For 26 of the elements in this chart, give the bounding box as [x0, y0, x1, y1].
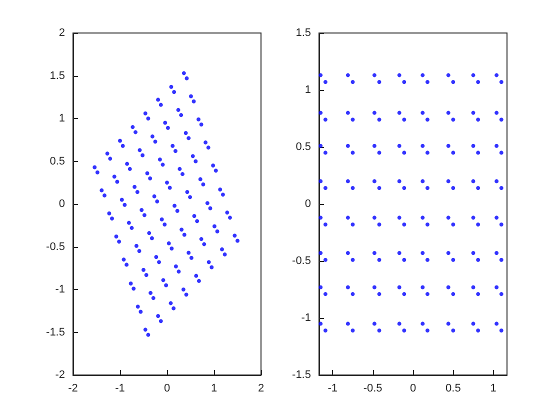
x-tick-label: -0.5: [363, 382, 382, 394]
y-tick-label: 0: [58, 198, 65, 210]
x-tick-label: -2: [68, 382, 78, 394]
y-tick-label: -0.5: [46, 240, 65, 253]
x-tick-label: 1: [210, 382, 218, 394]
x-tick-label: 0.5: [446, 382, 461, 394]
x-tick-label: 0: [410, 382, 416, 394]
y-tick-label: -1.5: [46, 326, 65, 338]
y-tick-label: 1.5: [296, 27, 311, 39]
x-tick-label: 2: [258, 382, 264, 394]
y-tick-label: 2: [58, 27, 65, 39]
y-tick-label: 0: [304, 198, 311, 210]
y-tick-label: 1: [304, 84, 311, 96]
x-tick-label: 0: [164, 382, 170, 394]
x-tick-label: -1: [328, 382, 338, 394]
y-tick-label: 1.5: [50, 70, 65, 82]
y-tick-label: -1: [301, 312, 311, 324]
y-tick-label: 1: [58, 112, 65, 124]
y-tick-label: -1: [55, 284, 65, 296]
x-tick-label: -1: [115, 382, 125, 394]
y-tick-label: 0.5: [50, 155, 65, 168]
x-tick-label: 1: [490, 382, 496, 394]
y-tick-label: -1.5: [292, 369, 311, 381]
y-tick-label: -0.5: [292, 255, 311, 267]
y-tick-label: -2: [55, 369, 65, 381]
y-tick-label: 0.5: [296, 141, 311, 153]
